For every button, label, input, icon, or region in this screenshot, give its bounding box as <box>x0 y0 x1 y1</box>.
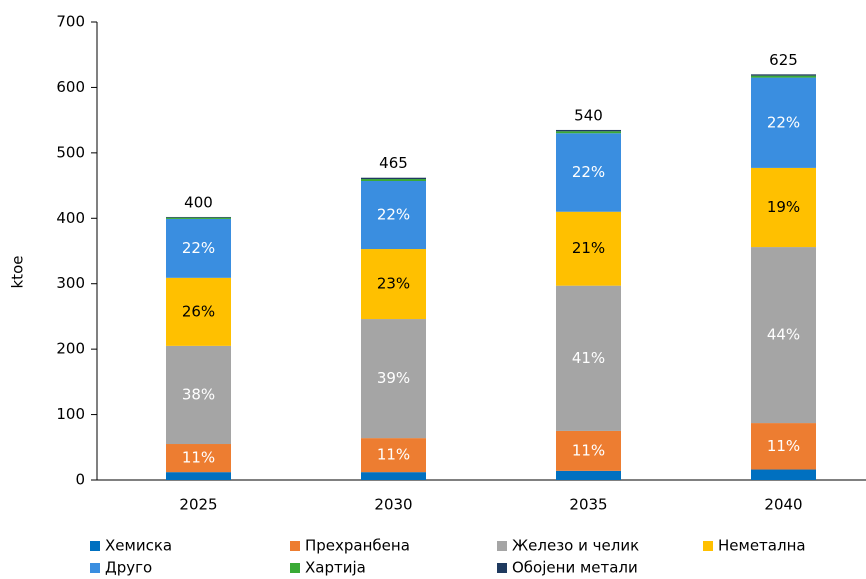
legend-swatch <box>290 541 300 551</box>
x-tick-label: 2030 <box>374 496 412 514</box>
share-label: 39% <box>377 369 410 387</box>
x-tick-label: 2040 <box>764 496 802 514</box>
bar-segment <box>166 216 231 218</box>
bar-segment <box>361 179 426 181</box>
bar-segment <box>361 180 426 250</box>
x-tick-label: 2025 <box>179 496 217 514</box>
y-tick-label: 400 <box>56 209 85 227</box>
share-label: 22% <box>572 163 605 181</box>
total-label: 400 <box>184 193 213 211</box>
bar-segment <box>166 345 231 445</box>
y-tick-label: 100 <box>56 405 85 423</box>
legend-swatch <box>290 563 300 573</box>
share-label: 11% <box>767 437 800 455</box>
bar-segment <box>556 285 621 431</box>
bar-segment <box>751 469 816 480</box>
y-tick-label: 300 <box>56 274 85 292</box>
y-axis-label: ktoe <box>9 256 27 289</box>
bar-segment <box>166 444 231 473</box>
bar-segment <box>556 430 621 471</box>
bar-segment <box>361 177 426 180</box>
bar-segment <box>361 249 426 320</box>
legend-label: Хартија <box>305 559 366 577</box>
bar-segment <box>166 217 231 219</box>
total-label: 625 <box>769 51 798 69</box>
share-label: 38% <box>182 385 215 403</box>
legend-swatch <box>497 541 507 551</box>
bar-segment <box>751 423 816 470</box>
legend-label: Обојени метали <box>512 559 638 577</box>
legend-swatch <box>703 541 713 551</box>
legend-label: Хемиска <box>105 537 172 555</box>
share-label: 11% <box>182 449 215 467</box>
y-tick-label: 600 <box>56 78 85 96</box>
bar-segment <box>166 277 231 346</box>
bar-segment <box>751 247 816 424</box>
x-tick-label: 2035 <box>569 496 607 514</box>
legend-label: Друго <box>105 559 152 577</box>
bar-segment <box>751 75 816 78</box>
legend-label: Железо и челик <box>512 537 639 555</box>
share-label: 44% <box>767 326 800 344</box>
bar-segment <box>166 472 231 480</box>
bar-segment <box>751 77 816 168</box>
bar-segment <box>556 131 621 134</box>
bar-segment <box>556 129 621 132</box>
share-label: 23% <box>377 275 410 293</box>
bar-segment <box>361 319 426 439</box>
bar-segment <box>556 470 621 480</box>
bar-segment <box>751 167 816 248</box>
share-label: 22% <box>182 239 215 257</box>
share-label: 11% <box>377 446 410 464</box>
total-label: 465 <box>379 154 408 172</box>
bar-segment <box>361 438 426 473</box>
legend-swatch <box>90 563 100 573</box>
share-label: 21% <box>572 239 605 257</box>
share-label: 19% <box>767 198 800 216</box>
bar-segment <box>361 472 426 480</box>
y-tick-label: 700 <box>56 13 85 31</box>
y-tick-label: 500 <box>56 143 85 161</box>
bar-segment <box>751 74 816 76</box>
legend-label: Неметална <box>718 537 806 555</box>
total-label: 540 <box>574 106 603 124</box>
share-label: 22% <box>377 206 410 224</box>
legend-swatch <box>90 541 100 551</box>
bar-segment <box>166 218 231 278</box>
bar-segment <box>556 211 621 286</box>
share-label: 41% <box>572 349 605 367</box>
share-label: 11% <box>572 441 605 459</box>
legend-label: Прехранбена <box>305 537 410 555</box>
legend-swatch <box>497 563 507 573</box>
share-label: 22% <box>767 113 800 131</box>
share-label: 26% <box>182 302 215 320</box>
y-tick-label: 0 <box>75 471 85 489</box>
bar-segment <box>556 133 621 212</box>
y-tick-label: 200 <box>56 340 85 358</box>
